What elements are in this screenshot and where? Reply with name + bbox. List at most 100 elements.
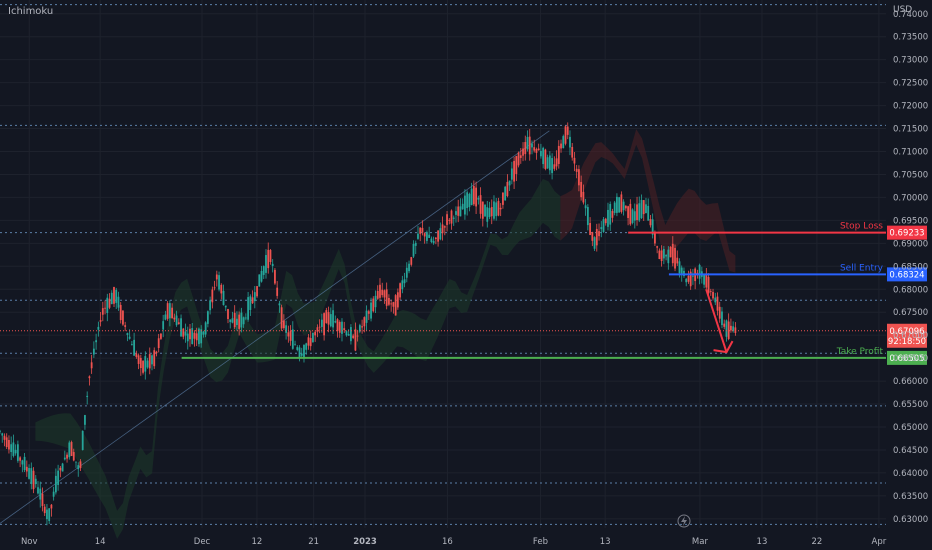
candle-body — [345, 331, 348, 336]
candle-body — [593, 237, 596, 249]
stop-loss-label: Stop Loss — [840, 222, 883, 232]
candle-body — [363, 317, 366, 327]
candle-body — [209, 300, 212, 311]
countdown-value: 92:18:50 — [888, 337, 926, 347]
candle-body — [106, 297, 109, 313]
candle-body — [184, 331, 187, 336]
candle-body — [101, 308, 104, 315]
candle-body — [555, 158, 558, 167]
candle-body — [68, 442, 71, 458]
price-tick-label: 0.71500 — [893, 125, 928, 135]
candle-body — [678, 261, 681, 274]
candle-body — [537, 148, 540, 151]
candle-body — [428, 234, 431, 238]
candle-body — [238, 314, 241, 329]
indicator-label[interactable]: Ichimoku — [8, 6, 53, 17]
candle-body — [224, 305, 227, 308]
candle-body — [77, 465, 80, 470]
candle-body — [423, 233, 426, 237]
candle-body — [180, 318, 182, 337]
candle-body — [276, 287, 279, 296]
candle-body — [595, 228, 598, 246]
candle-body — [314, 331, 317, 336]
candle-body — [495, 202, 498, 217]
candle-body — [624, 205, 627, 209]
price-tick-label: 0.68500 — [893, 262, 928, 272]
candle-body — [220, 284, 223, 294]
candle-body — [347, 334, 350, 336]
candle-body — [379, 284, 381, 298]
candle-body — [309, 338, 312, 347]
price-tick-label: 0.69000 — [893, 239, 928, 249]
candle-body — [412, 243, 415, 257]
candle-body — [477, 197, 480, 200]
candle-body — [354, 329, 357, 351]
candle-body — [99, 320, 102, 322]
candle-body — [381, 289, 384, 296]
candle-body — [602, 219, 605, 232]
time-tick-label: Nov — [21, 537, 38, 547]
candle-body — [499, 207, 502, 210]
candle-body — [50, 504, 53, 509]
time-tick-label: 21 — [308, 537, 319, 547]
candle-body — [231, 318, 234, 323]
candle-body — [497, 200, 500, 216]
candle-body — [408, 263, 410, 272]
candle-body — [401, 280, 404, 290]
candle-body — [287, 332, 290, 337]
candle-body — [296, 347, 299, 350]
candle-body — [253, 292, 256, 302]
candle-body — [502, 192, 504, 205]
candle-body — [631, 209, 634, 223]
candle-body — [392, 302, 395, 307]
candle-body — [609, 204, 612, 225]
candle-body — [151, 355, 153, 365]
candle-body — [564, 126, 567, 144]
candle-body — [510, 168, 513, 180]
candle-body — [361, 326, 364, 328]
currency-label: USD — [893, 5, 912, 15]
candle-body — [66, 454, 68, 459]
candle-body — [323, 313, 326, 336]
stop-loss-tag — [887, 225, 927, 240]
candle-body — [195, 333, 198, 341]
trendline — [0, 130, 550, 524]
candle-body — [318, 326, 321, 328]
price-tick-label: 0.73500 — [893, 33, 928, 43]
candle-body — [258, 274, 261, 287]
candle-body — [325, 310, 328, 324]
candle-body — [59, 467, 62, 471]
ichimoku-cloud — [35, 129, 736, 539]
candle-body — [405, 267, 408, 278]
candle-body — [618, 197, 621, 213]
candle-body — [584, 205, 587, 209]
candle-body — [698, 264, 701, 279]
candle-body — [374, 295, 377, 308]
candle-body — [12, 442, 15, 456]
candle-body — [46, 509, 48, 520]
lightning-icon[interactable] — [677, 514, 691, 528]
candle-body — [390, 303, 393, 305]
candle-body — [155, 351, 158, 354]
candle-body — [533, 147, 536, 151]
price-tick-label: 0.65500 — [893, 400, 928, 410]
candle-body — [721, 311, 723, 326]
candle-body — [10, 444, 13, 453]
candle-body — [72, 452, 75, 461]
candle-body — [575, 168, 578, 172]
candle-body — [712, 292, 714, 299]
candle-body — [484, 204, 486, 217]
candle-body — [215, 274, 218, 280]
candle-body — [459, 206, 462, 217]
candle-body — [128, 336, 131, 339]
candle-body — [479, 195, 482, 214]
candle-body — [707, 276, 710, 294]
candle-body — [522, 148, 524, 156]
candle-body — [645, 204, 647, 214]
price-tick-label: 0.66500 — [893, 354, 928, 364]
candle-body — [251, 297, 254, 304]
candle-body — [206, 311, 209, 324]
candle-body — [432, 240, 435, 244]
candle-body — [600, 227, 603, 230]
